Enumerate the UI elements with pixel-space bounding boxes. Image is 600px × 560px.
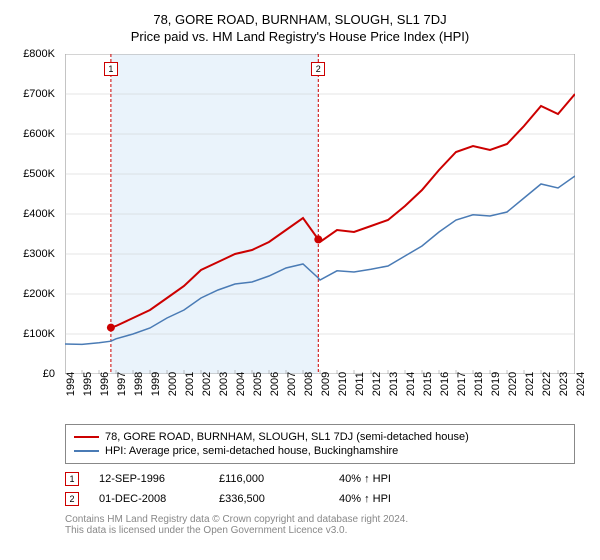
x-tick-label: 2000: [167, 372, 179, 396]
x-tick-label: 2023: [558, 372, 570, 396]
x-tick-label: 2019: [490, 372, 502, 396]
x-tick-label: 2001: [184, 372, 196, 396]
x-tick-label: 1999: [150, 372, 162, 396]
sale-marker-1: 1: [104, 62, 118, 76]
x-tick-label: 2006: [269, 372, 281, 396]
y-tick-label: £500K: [23, 168, 55, 180]
x-tick-label: 2002: [201, 372, 213, 396]
legend-item-property: 78, GORE ROAD, BURNHAM, SLOUGH, SL1 7DJ …: [74, 431, 566, 443]
y-tick-label: £400K: [23, 208, 55, 220]
x-tick-label: 2004: [235, 372, 247, 396]
x-tick-label: 2017: [456, 372, 468, 396]
legend-label: 78, GORE ROAD, BURNHAM, SLOUGH, SL1 7DJ …: [105, 431, 469, 443]
x-tick-label: 1996: [99, 372, 111, 396]
x-tick-label: 2009: [320, 372, 332, 396]
y-tick-label: £700K: [23, 88, 55, 100]
sale-hpi-relative: 40% ↑ HPI: [339, 473, 459, 485]
sale-row: 2 01-DEC-2008 £336,500 40% ↑ HPI: [65, 492, 585, 506]
x-tick-label: 2021: [524, 372, 536, 396]
sale-row: 1 12-SEP-1996 £116,000 40% ↑ HPI: [65, 472, 585, 486]
y-tick-label: £0: [43, 368, 55, 380]
sale-price: £336,500: [219, 493, 339, 505]
sale-price: £116,000: [219, 473, 339, 485]
sale-marker-badge: 2: [65, 492, 79, 506]
x-tick-label: 2018: [473, 372, 485, 396]
y-tick-label: £300K: [23, 248, 55, 260]
x-tick-label: 2011: [354, 372, 366, 396]
x-tick-label: 2022: [541, 372, 553, 396]
x-tick-label: 2016: [439, 372, 451, 396]
x-tick-label: 2007: [286, 372, 298, 396]
x-tick-label: 2010: [337, 372, 349, 396]
chart-area: £0£100K£200K£300K£400K£500K£600K£700K£80…: [65, 54, 575, 374]
x-tick-label: 2014: [405, 372, 417, 396]
footer-copyright: Contains HM Land Registry data © Crown c…: [65, 514, 585, 525]
chart-subtitle: Price paid vs. HM Land Registry's House …: [15, 29, 585, 44]
y-tick-label: £800K: [23, 48, 55, 60]
x-tick-label: 2005: [252, 372, 264, 396]
legend-label: HPI: Average price, semi-detached house,…: [105, 445, 398, 457]
sale-date: 12-SEP-1996: [99, 473, 219, 485]
x-tick-label: 1995: [82, 372, 94, 396]
x-tick-label: 2003: [218, 372, 230, 396]
x-tick-label: 2024: [575, 372, 587, 396]
x-tick-label: 1998: [133, 372, 145, 396]
x-tick-label: 1994: [65, 372, 77, 396]
chart-title: 78, GORE ROAD, BURNHAM, SLOUGH, SL1 7DJ: [15, 12, 585, 27]
y-tick-label: £600K: [23, 128, 55, 140]
sale-hpi-relative: 40% ↑ HPI: [339, 493, 459, 505]
x-tick-label: 2012: [371, 372, 383, 396]
legend: 78, GORE ROAD, BURNHAM, SLOUGH, SL1 7DJ …: [65, 424, 575, 464]
sale-marker-2: 2: [311, 62, 325, 76]
legend-item-hpi: HPI: Average price, semi-detached house,…: [74, 445, 566, 457]
sale-date: 01-DEC-2008: [99, 493, 219, 505]
footer-license: This data is licensed under the Open Gov…: [65, 525, 585, 536]
x-tick-label: 2020: [507, 372, 519, 396]
x-tick-label: 2015: [422, 372, 434, 396]
y-tick-label: £100K: [23, 328, 55, 340]
y-tick-label: £200K: [23, 288, 55, 300]
x-tick-label: 2013: [388, 372, 400, 396]
x-tick-label: 1997: [116, 372, 128, 396]
sale-marker-badge: 1: [65, 472, 79, 486]
x-tick-label: 2008: [303, 372, 315, 396]
